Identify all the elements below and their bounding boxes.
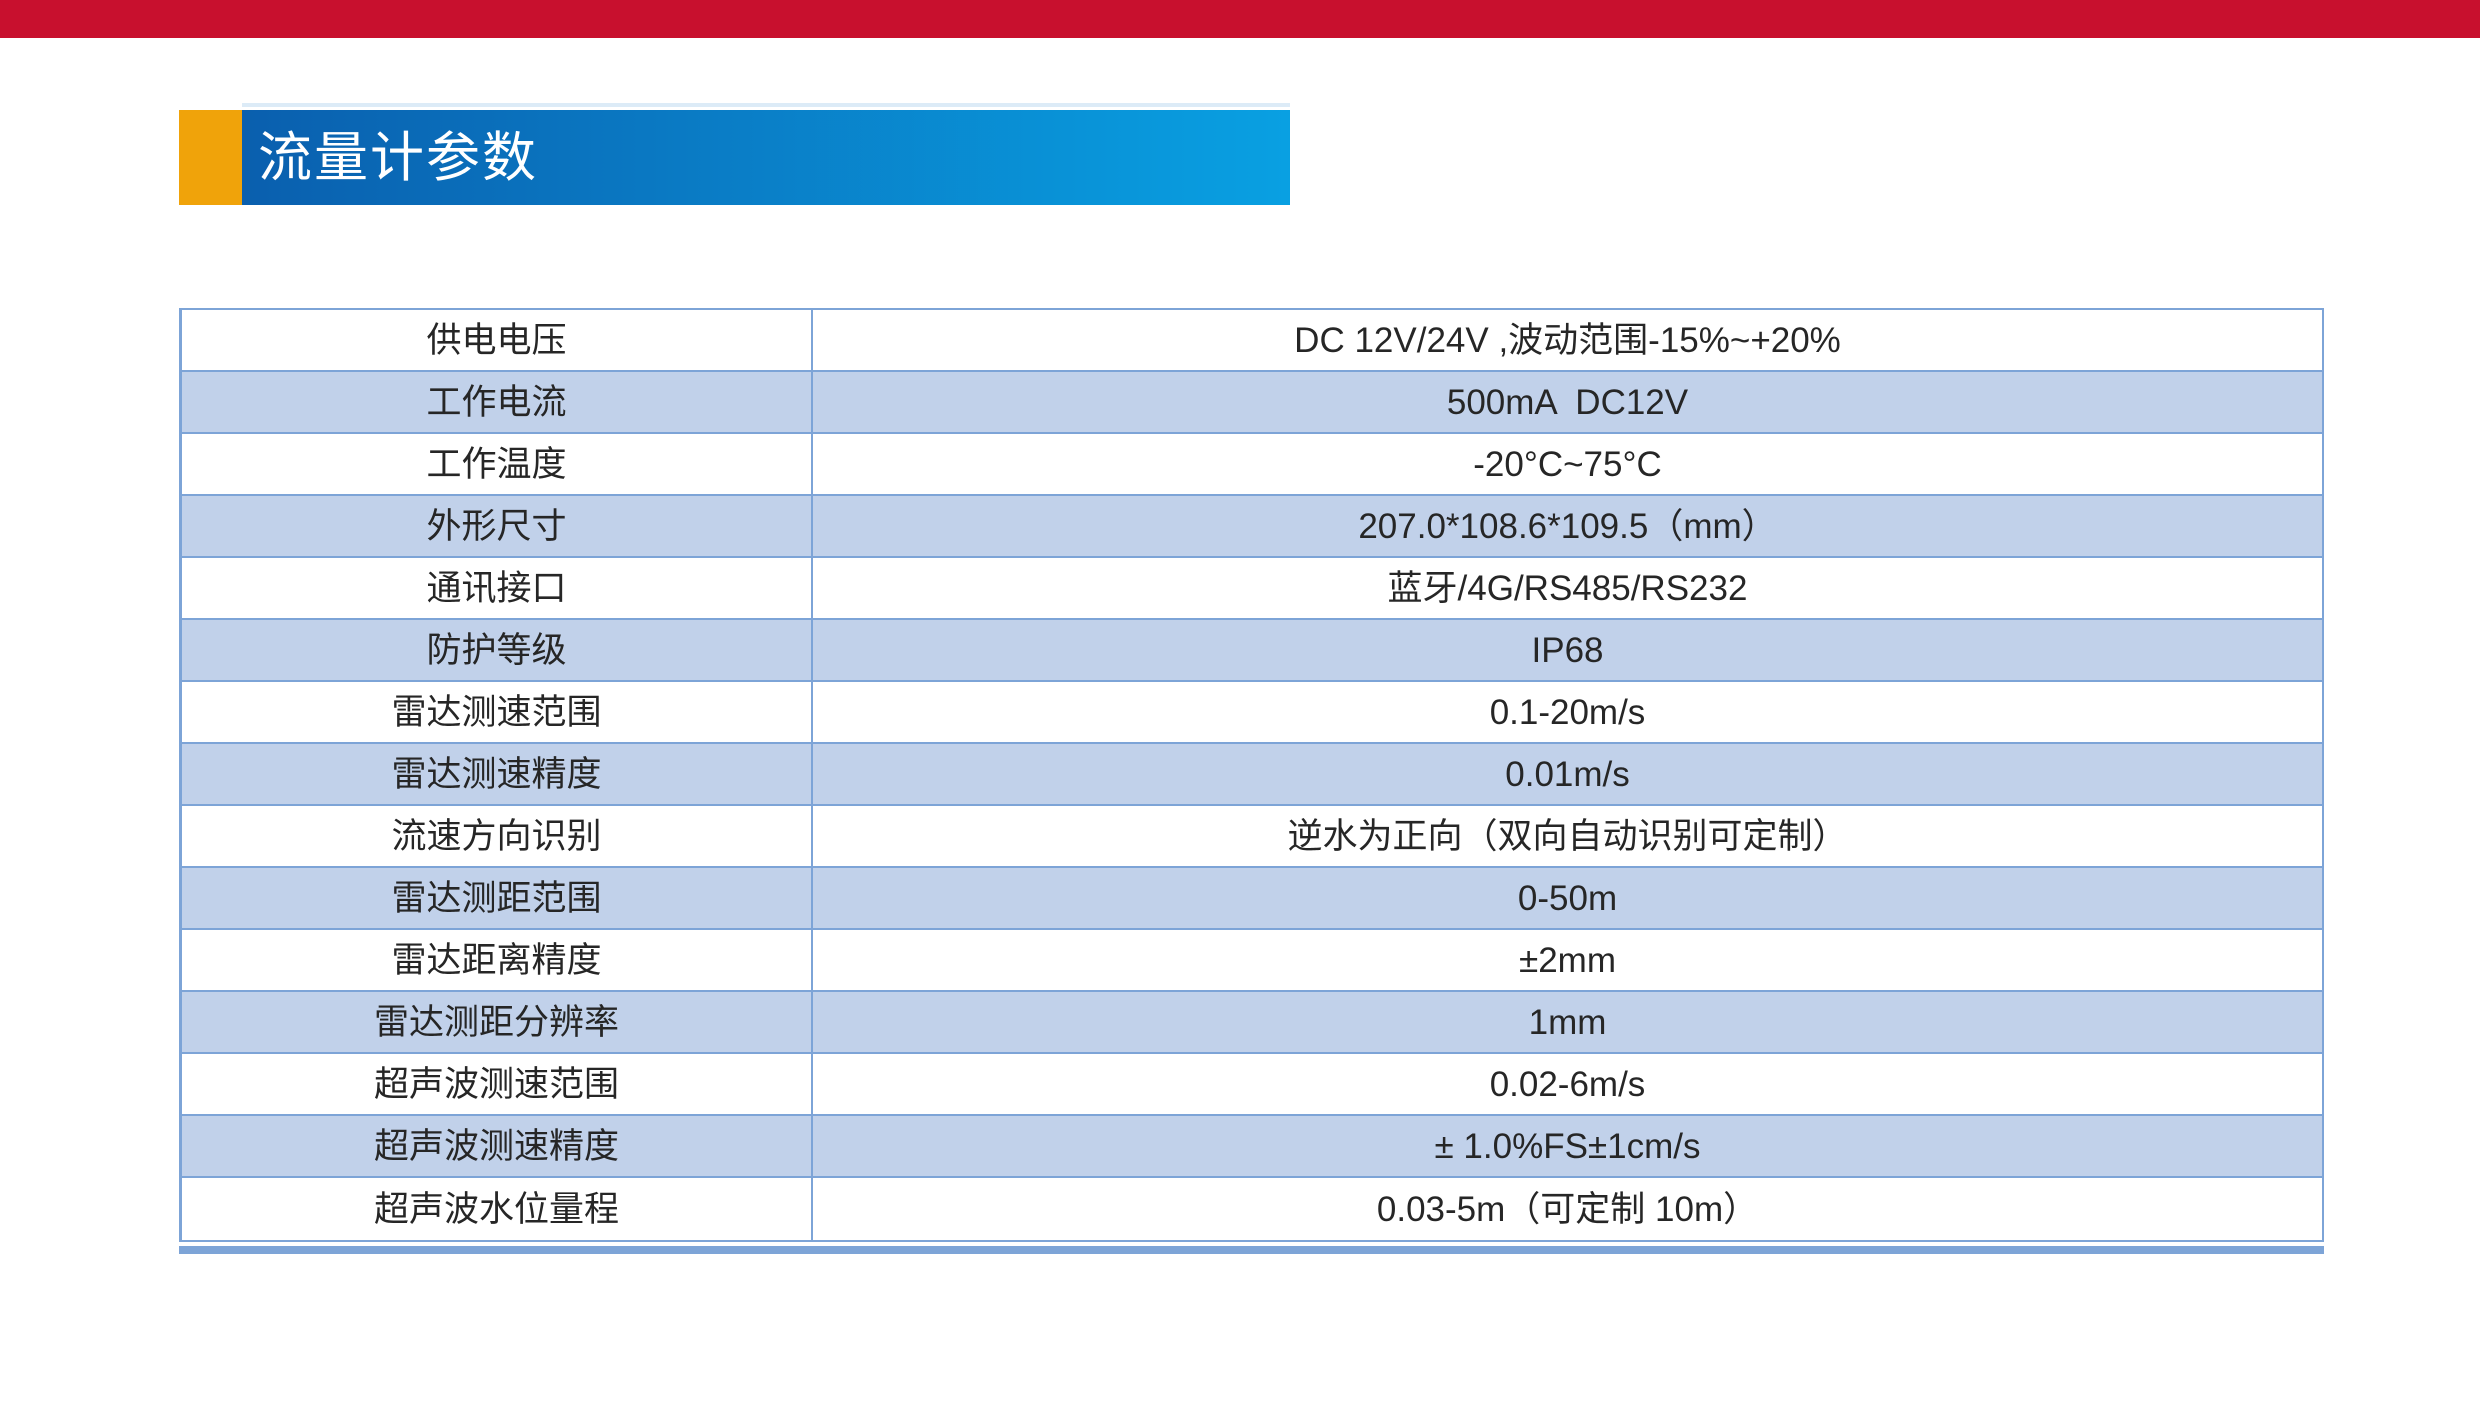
spec-value: IP68: [1531, 630, 1604, 670]
spec-value: 207.0*108.6*109.5（mm）: [1358, 506, 1777, 546]
spec-label: 工作温度: [182, 434, 813, 494]
spec-value: DC 12V/24V ,波动范围-15%~+20%: [1294, 320, 1841, 360]
table-row: 流速方向识别 逆水为正向（双向自动识别可定制）: [182, 806, 2322, 868]
spec-value: 蓝牙/4G/RS485/RS232: [1387, 568, 1748, 608]
page-title: 流量计参数: [258, 127, 538, 188]
spec-label: 雷达测速范围: [182, 682, 813, 742]
spec-label: 超声波水位量程: [182, 1178, 813, 1240]
spec-value: ±2mm: [1519, 940, 1616, 980]
spec-value: 0-50m: [1517, 878, 1618, 918]
spec-label: 雷达测距范围: [182, 868, 813, 928]
spec-value: 0.1-20m/s: [1489, 692, 1646, 732]
spec-label: 外形尺寸: [182, 496, 813, 556]
spec-value: ± 1.0%FS±1cm/s: [1434, 1126, 1701, 1166]
spec-label: 防护等级: [182, 620, 813, 680]
table-row: 雷达测距分辨率 1mm: [182, 992, 2322, 1054]
spec-value: -20°C~75°C: [1473, 444, 1662, 484]
spec-value: 1mm: [1528, 1002, 1607, 1042]
spec-label: 流速方向识别: [182, 806, 813, 866]
table-row: 超声波测速精度 ± 1.0%FS±1cm/s: [182, 1116, 2322, 1178]
spec-table: 供电电压 DC 12V/24V ,波动范围-15%~+20% 工作电流 500m…: [179, 308, 2324, 1242]
table-row: 雷达测速精度 0.01m/s: [182, 744, 2322, 806]
spec-label: 雷达距离精度: [182, 930, 813, 990]
spec-label: 供电电压: [182, 310, 813, 370]
header-top-edge-line: [242, 103, 1290, 107]
table-row: 通讯接口 蓝牙/4G/RS485/RS232: [182, 558, 2322, 620]
spec-label: 通讯接口: [182, 558, 813, 618]
spec-value: 逆水为正向（双向自动识别可定制）: [1287, 816, 1848, 856]
spec-value: 500mA DC12V: [1446, 382, 1689, 422]
spec-label: 超声波测速范围: [182, 1054, 813, 1114]
table-row: 工作电流 500mA DC12V: [182, 372, 2322, 434]
spec-value: 0.01m/s: [1505, 754, 1630, 794]
table-row: 超声波测速范围 0.02-6m/s: [182, 1054, 2322, 1116]
header-orange-accent: [179, 110, 242, 205]
table-row: 工作温度 -20°C~75°C: [182, 434, 2322, 496]
table-row: 雷达距离精度 ±2mm: [182, 930, 2322, 992]
spec-label: 雷达测距分辨率: [182, 992, 813, 1052]
table-bottom-strip: [179, 1246, 2324, 1254]
top-red-bar: [0, 0, 2480, 38]
table-row: 雷达测速范围 0.1-20m/s: [182, 682, 2322, 744]
spec-label: 雷达测速精度: [182, 744, 813, 804]
spec-label: 超声波测速精度: [182, 1116, 813, 1176]
section-header-bar: 流量计参数: [242, 110, 1290, 205]
spec-label: 工作电流: [182, 372, 813, 432]
table-row: 外形尺寸 207.0*108.6*109.5（mm）: [182, 496, 2322, 558]
table-row: 雷达测距范围 0-50m: [182, 868, 2322, 930]
table-row: 超声波水位量程 0.03-5m（可定制 10m）: [182, 1178, 2322, 1240]
spec-value: 0.02-6m/s: [1489, 1064, 1646, 1104]
table-row: 供电电压 DC 12V/24V ,波动范围-15%~+20%: [182, 310, 2322, 372]
table-row: 防护等级 IP68: [182, 620, 2322, 682]
spec-value: 0.03-5m（可定制 10m）: [1376, 1189, 1759, 1229]
